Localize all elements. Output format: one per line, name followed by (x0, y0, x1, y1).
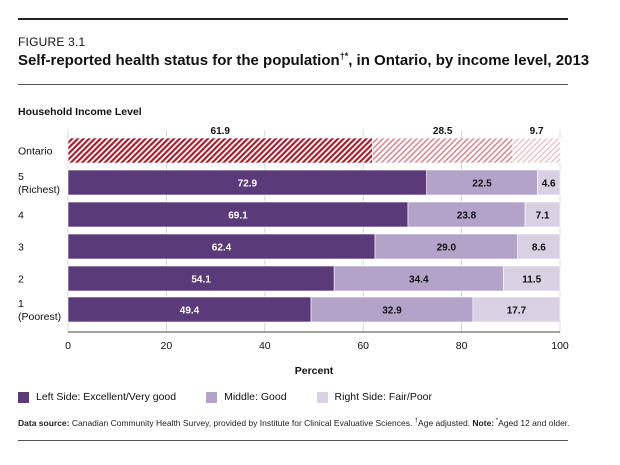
bar-segment (426, 169, 538, 196)
category-label: 5 (18, 171, 24, 183)
legend-swatch-good (206, 391, 218, 403)
bar-segment (333, 265, 504, 292)
bar-segment (472, 296, 561, 323)
legend-item-good: Middle: Good (206, 391, 287, 403)
bar-segment (537, 169, 561, 196)
note-label: Note: (472, 418, 495, 428)
title-rule (18, 84, 568, 85)
legend-label-good: Middle: Good (224, 391, 287, 403)
source-label: Data source: (18, 418, 70, 428)
bar-segment (67, 265, 335, 292)
legend-swatch-fair-poor (316, 391, 328, 403)
data-label: 7.1 (536, 211, 550, 222)
source-note: Data source: Canadian Community Health S… (18, 418, 570, 428)
data-label: 29.0 (437, 243, 457, 254)
figure-title-marks: †* (339, 51, 349, 61)
data-label: 9.7 (530, 126, 544, 137)
bar-segment (524, 201, 561, 228)
bar-segment (67, 296, 312, 323)
category-label: (Poorest) (18, 311, 61, 323)
data-label: 72.9 (238, 179, 258, 190)
x-tick-label: 100 (551, 340, 569, 352)
legend-item-excellent: Left Side: Excellent/Very good (18, 391, 176, 403)
figure-title-main: Self-reported health status for the popu… (18, 52, 340, 69)
stacked-bar-chart: Ontario 5(Richest) 4 3 2 1(Poorest) 61.9 28.5 9.… (18, 126, 569, 377)
x-tick-label: 80 (456, 340, 468, 352)
category-label: Ontario (18, 146, 53, 158)
legend-item-fair-poor: Right Side: Fair/Poor (316, 391, 433, 403)
bar-segment (517, 233, 561, 260)
data-label: 4.6 (542, 179, 556, 190)
bar-segment (374, 233, 518, 260)
y-axis-header: Household Income Level (18, 106, 142, 118)
x-tick-label: 0 (65, 340, 71, 352)
bar-segment (67, 137, 373, 164)
bar-segment (310, 296, 474, 323)
legend: Left Side: Excellent/Very good Middle: G… (18, 391, 462, 403)
dagger-mark: † (414, 418, 419, 425)
top-rule (18, 18, 568, 20)
category-label: 4 (18, 210, 24, 222)
data-label: 8.6 (532, 243, 546, 254)
x-tick-label: 40 (259, 340, 271, 352)
data-label: 28.5 (433, 126, 453, 137)
bar-segment (407, 201, 526, 228)
note-text: Aged 12 and older. (498, 418, 570, 428)
category-label: 2 (18, 274, 24, 286)
bar-segment (67, 169, 427, 196)
x-tick-label: 60 (357, 340, 369, 352)
bar-segment (512, 137, 561, 164)
x-axis-label: Percent (295, 365, 334, 377)
figure-label: FIGURE 3.1 (18, 35, 86, 49)
age-adjusted-text: Age adjusted. (418, 418, 473, 428)
figure-title: Self-reported health status for the popu… (18, 51, 589, 69)
data-label: 34.4 (409, 275, 429, 286)
legend-label-excellent: Left Side: Excellent/Very good (36, 391, 177, 403)
data-label: 11.5 (522, 275, 541, 286)
x-tick-label: 20 (161, 340, 173, 352)
data-label: 62.4 (212, 243, 232, 254)
data-label: 32.9 (382, 306, 402, 317)
legend-label-fair-poor: Right Side: Fair/Poor (334, 391, 433, 403)
legend-swatch-excellent (18, 391, 29, 403)
data-label: 22.5 (472, 179, 492, 190)
data-label: 17.7 (507, 306, 527, 317)
source-text: Canadian Community Health Survey, provid… (69, 418, 415, 428)
bar-segment (503, 265, 561, 292)
bar-segment (372, 137, 514, 164)
data-label: 54.1 (191, 275, 211, 286)
figure-title-rest: , in Ontario, by income level, 2013 (348, 52, 590, 69)
bottom-rule (18, 440, 568, 441)
category-label: (Richest) (18, 184, 60, 196)
data-label: 61.9 (211, 126, 231, 137)
category-label: 3 (18, 242, 24, 254)
data-label: 23.8 (457, 211, 477, 222)
data-label: 49.4 (180, 306, 200, 317)
category-label: 1 (18, 298, 24, 310)
data-label: 69.1 (228, 211, 248, 222)
star-mark: * (494, 418, 499, 425)
bar-segment (67, 233, 376, 260)
